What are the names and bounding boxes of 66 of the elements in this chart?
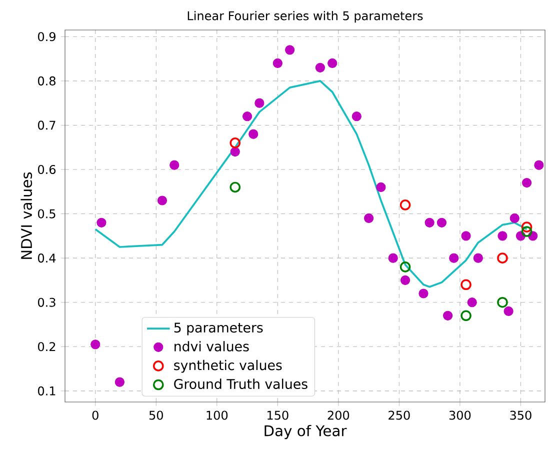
y-tick-label: 0.2 <box>38 342 56 352</box>
y-tick-label: 0.5 <box>38 209 56 218</box>
point <box>400 262 411 272</box>
point <box>460 310 472 322</box>
point <box>400 275 410 286</box>
point <box>90 340 100 350</box>
x-tick-label: 200 <box>328 410 350 420</box>
point <box>242 112 252 122</box>
point <box>521 226 532 237</box>
point <box>230 138 241 148</box>
legend-label: synthetic values <box>174 360 282 373</box>
point <box>460 279 472 290</box>
point <box>170 160 180 170</box>
y-tick-label: 0.6 <box>38 164 56 174</box>
y-tick-label: 0.4 <box>38 254 56 263</box>
point <box>400 200 411 210</box>
point <box>328 58 338 68</box>
point <box>504 306 514 316</box>
point <box>376 182 386 192</box>
point <box>248 129 258 139</box>
point <box>473 253 483 263</box>
point <box>285 45 295 55</box>
chart-title: Linear Fourier series with 5 parameters <box>188 11 423 23</box>
line-series <box>94 80 528 288</box>
point <box>510 213 520 224</box>
y-tick-label: 0.7 <box>38 120 56 130</box>
legend-label: 5 parameters <box>174 322 263 336</box>
x-tick-label: 300 <box>449 410 471 420</box>
point <box>96 218 106 228</box>
point <box>254 98 264 108</box>
point <box>352 112 362 122</box>
y-axis-title: NDVI values <box>20 172 32 259</box>
x-tick-label: 350 <box>510 410 532 420</box>
point <box>424 218 434 228</box>
point <box>497 252 508 264</box>
point <box>157 196 168 206</box>
legend-label: ndvi values <box>174 341 249 352</box>
point <box>467 298 477 308</box>
y-tick-label: 0.3 <box>38 298 56 307</box>
point <box>521 222 532 232</box>
point <box>230 146 240 157</box>
x-tick-label: 0 <box>92 410 98 420</box>
point <box>418 288 428 298</box>
y-tick-label: 0.8 <box>38 76 56 86</box>
x-tick-label: 100 <box>206 410 228 420</box>
point <box>315 62 325 72</box>
point <box>364 213 374 224</box>
point <box>442 310 453 320</box>
x-axis-title: Day of Year <box>264 424 347 440</box>
x-tick-label: 50 <box>149 410 163 420</box>
y-tick-label: 0.1 <box>38 386 56 396</box>
point <box>272 58 282 68</box>
x-tick-label: 150 <box>268 410 288 420</box>
point <box>498 231 508 241</box>
point <box>534 160 544 170</box>
point <box>449 253 459 263</box>
point <box>522 178 532 188</box>
x-tick-label: 250 <box>388 410 410 420</box>
point <box>497 296 508 308</box>
point <box>436 218 447 228</box>
point <box>388 253 398 263</box>
point <box>230 182 241 193</box>
legend-label: Ground Truth values <box>174 378 308 390</box>
point <box>114 377 124 387</box>
y-tick-label: 0.9 <box>38 32 56 42</box>
point <box>461 231 471 241</box>
